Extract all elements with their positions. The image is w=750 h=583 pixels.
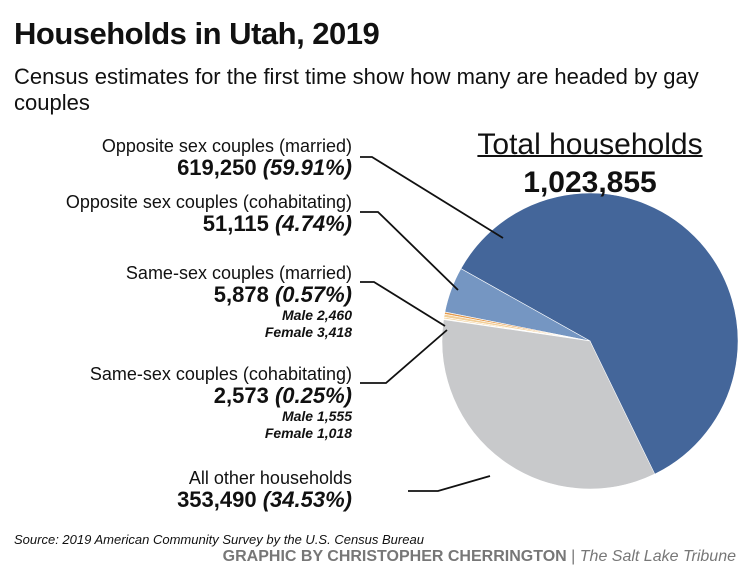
slice-name: Same-sex couples (cohabitating) xyxy=(89,364,352,384)
leader-line-4 xyxy=(408,475,491,492)
slice-value: 51,115 xyxy=(202,211,269,236)
breakdown-label: Male xyxy=(281,307,314,323)
breakdown-label: Male xyxy=(281,408,314,424)
publication-name: The Salt Lake Tribune xyxy=(579,548,736,565)
label-samesex-married: Same-sex couples (married) 5,878 (0.57%)… xyxy=(126,263,352,341)
breakdown-value: 3,418 xyxy=(316,324,352,340)
chart-title: Households in Utah, 2019 xyxy=(14,16,380,51)
slice-name: All other households xyxy=(188,468,352,488)
slice-name: Opposite sex couples (cohabitating) xyxy=(65,192,352,212)
pie-slice-0 xyxy=(460,192,739,478)
slice-value: 619,250 xyxy=(177,155,257,180)
label-all-other: All other households 353,490 (34.53%) xyxy=(177,468,352,512)
pie-slice-4 xyxy=(441,319,656,490)
total-households-value: 1,023,855 xyxy=(523,166,657,199)
breakdown-value: 1,555 xyxy=(316,408,352,424)
label-opposite-cohabitating: Opposite sex couples (cohabitating) 51,1… xyxy=(66,192,352,236)
slice-name: Same-sex couples (married) xyxy=(125,263,352,283)
slice-name: Opposite sex couples (married) xyxy=(101,136,352,156)
total-households-label: Total households xyxy=(477,128,703,161)
slice-percent: (0.57%) xyxy=(274,282,352,307)
credit-line: GRAPHIC BY CHRISTOPHER CHERRINGTON | The… xyxy=(223,548,736,566)
slice-percent: (59.91%) xyxy=(262,155,352,180)
breakdown-value: 1,018 xyxy=(316,425,352,441)
credit-separator: | xyxy=(571,548,576,565)
leader-line-3 xyxy=(360,329,448,384)
source-note: Source: 2019 American Community Survey b… xyxy=(14,532,424,547)
label-samesex-cohabitating: Same-sex couples (cohabitating) 2,573 (0… xyxy=(90,364,352,442)
chart-subtitle: Census estimates for the first time show… xyxy=(14,64,699,115)
breakdown-label: Female xyxy=(264,324,314,340)
breakdown-label: Female xyxy=(264,425,314,441)
leader-line-0 xyxy=(360,156,504,239)
leader-line-2 xyxy=(360,281,446,327)
label-opposite-married: Opposite sex couples (married) 619,250 (… xyxy=(102,136,352,180)
slice-value: 2,573 xyxy=(213,383,269,408)
slice-value: 353,490 xyxy=(177,487,257,512)
breakdown-value: 2,460 xyxy=(316,307,352,323)
leader-line-1 xyxy=(360,211,459,291)
slice-percent: (4.74%) xyxy=(274,211,352,236)
slice-value: 5,878 xyxy=(213,282,269,307)
graphic-credit: GRAPHIC BY CHRISTOPHER CHERRINGTON xyxy=(222,548,567,565)
slice-percent: (0.25%) xyxy=(274,383,352,408)
slice-percent: (34.53%) xyxy=(262,487,352,512)
